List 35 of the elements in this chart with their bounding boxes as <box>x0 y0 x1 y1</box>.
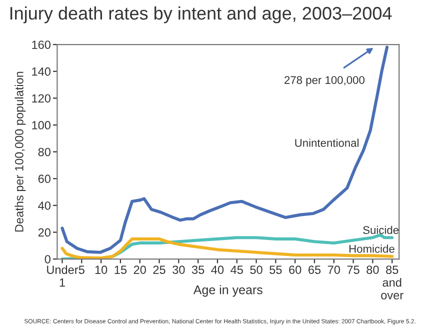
x-axis-title: Age in years <box>193 285 262 297</box>
x-tick-label: 30 <box>172 266 185 274</box>
x-tick-label: 65 <box>308 266 321 274</box>
x-tick-label: 20 <box>134 266 146 274</box>
x-tick-label: 35 <box>192 266 204 274</box>
x-tick-label: 45 <box>230 266 243 274</box>
x-tick-label: 60 <box>289 266 302 274</box>
x-tick-label: 70 <box>328 266 340 274</box>
series-label: Unintentional <box>295 138 358 147</box>
y-tick-label: 100 <box>32 121 50 130</box>
x-tick-label: 85 and over <box>381 266 404 300</box>
y-tick-label: 60 <box>38 174 50 184</box>
series-label: Suicide <box>363 226 399 234</box>
x-tick-label: 25 <box>153 266 166 274</box>
x-tick-label: 75 <box>347 266 360 274</box>
chart-title: Injury death rates by intent and age, 2003–2004 <box>10 6 392 24</box>
y-tick-label: 120 <box>32 94 50 103</box>
x-tick-label: 80 <box>366 266 379 274</box>
x-tick-label: 50 <box>250 266 262 274</box>
y-tick-label: 160 <box>32 40 50 49</box>
x-tick-label: Under 1 <box>47 265 78 287</box>
x-tick-label: 10 <box>95 266 108 274</box>
y-tick-label: 0 <box>44 255 50 264</box>
x-tick-label: 55 <box>270 266 282 274</box>
y-tick-label: 80 <box>38 148 50 156</box>
y-tick-label: 140 <box>32 67 50 76</box>
y-tick-label: 20 <box>38 228 50 237</box>
x-tick-label: 5 <box>78 266 84 274</box>
x-tick-label: 15 <box>114 266 127 274</box>
y-axis-title: Deaths per 100,000 population <box>14 72 26 232</box>
y-tick-label: 40 <box>38 201 50 210</box>
annotation: 278 per 100,000 <box>284 76 364 86</box>
x-tick-label: 40 <box>211 266 224 274</box>
line-series <box>60 237 394 260</box>
series-label: Homicide <box>349 244 394 253</box>
